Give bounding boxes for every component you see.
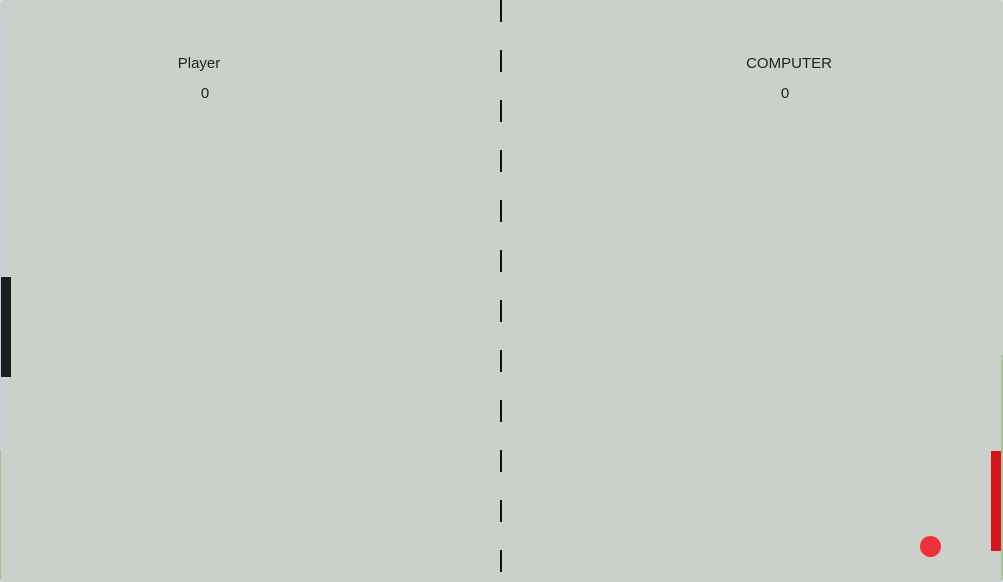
ball [920, 536, 941, 557]
court-left-edge [0, 0, 1, 582]
computer-paddle [991, 451, 1001, 551]
player-label: Player [177, 55, 221, 72]
court-left-edge-accent [0, 450, 1, 582]
court-right-edge-accent [1001, 355, 1003, 582]
player-score: 0 [200, 85, 210, 102]
center-net [500, 0, 502, 582]
computer-score: 0 [780, 85, 790, 102]
player-paddle[interactable] [1, 277, 11, 377]
computer-label: COMPUTER [746, 55, 832, 72]
